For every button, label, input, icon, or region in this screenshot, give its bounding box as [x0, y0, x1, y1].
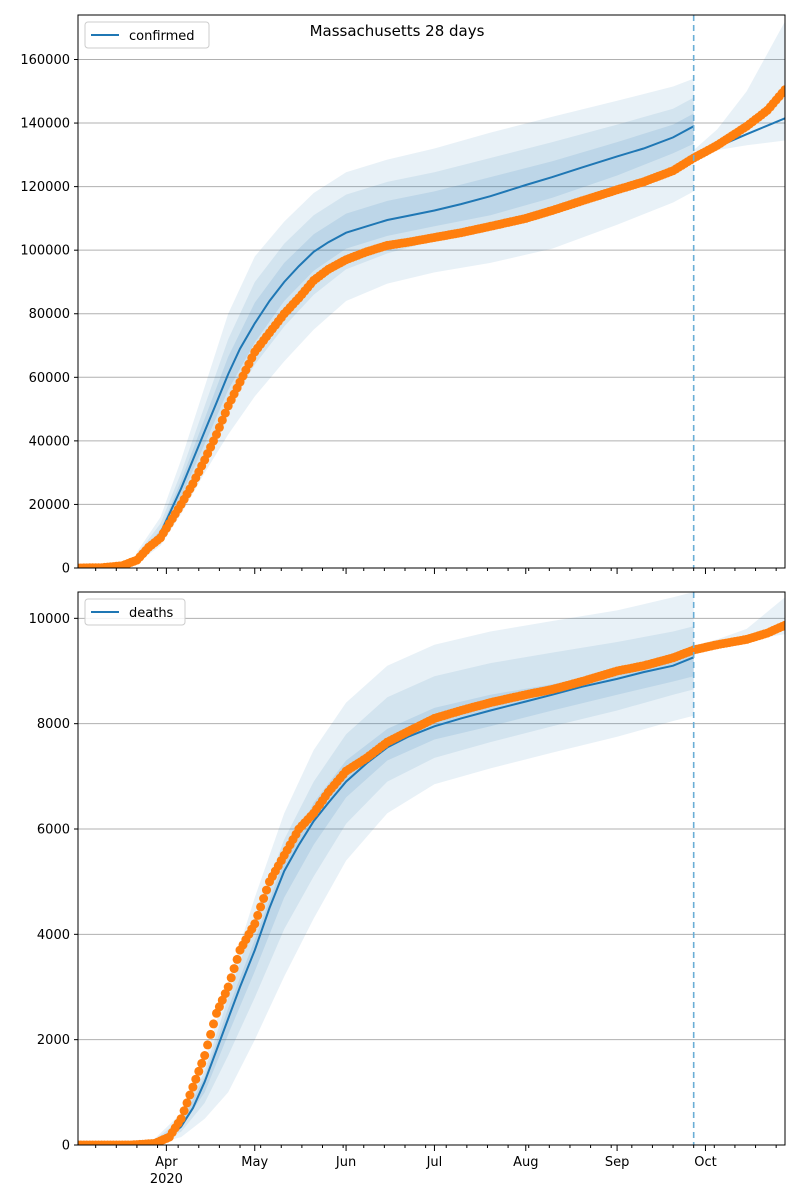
data-point — [253, 910, 263, 920]
data-point — [256, 902, 266, 912]
y-tick-label: 160000 — [20, 53, 70, 68]
data-point — [232, 954, 242, 964]
y-tick-label: 4000 — [37, 928, 70, 943]
x-tick-label-may: May — [241, 1155, 268, 1170]
data-point — [176, 1114, 186, 1124]
y-tick-label: 100000 — [20, 244, 70, 259]
data-point — [182, 1098, 192, 1108]
deaths-panel: 0 2000 4000 6000 8000 10000 deaths — [29, 591, 786, 1154]
y-tick-label: 120000 — [20, 180, 70, 195]
data-point — [229, 964, 239, 974]
x-axis: Apr May Jun Jul Aug Sep Oct 2020 — [150, 1155, 717, 1187]
data-point — [197, 1058, 207, 1068]
legend: deaths — [84, 598, 186, 626]
data-point — [212, 430, 221, 439]
data-point — [223, 982, 233, 992]
legend-box — [84, 21, 210, 49]
data-point — [191, 1074, 201, 1084]
figure-title: Massachusetts 28 days — [310, 22, 485, 40]
x-year-label: 2020 — [150, 1172, 183, 1187]
y-tick-label: 0 — [62, 1139, 70, 1154]
data-point — [250, 919, 260, 929]
confidence-band-outer — [154, 592, 694, 1144]
data-point — [780, 85, 785, 95]
axes-frame — [77, 591, 786, 1146]
data-point — [780, 620, 785, 630]
data-point — [259, 894, 269, 903]
confirmed-panel: 0 20000 40000 60000 80000 100000 120000 140000 1… — [20, 14, 786, 577]
data-point — [203, 1040, 213, 1050]
confidence-band-forecast — [693, 21, 785, 159]
data-point — [214, 422, 224, 432]
x-tick-label-jun: Jun — [335, 1155, 356, 1170]
data-point — [185, 1090, 195, 1100]
y-tick-label: 20000 — [29, 498, 70, 513]
y-tick-label: 0 — [62, 562, 70, 577]
y-tick-label: 2000 — [37, 1033, 70, 1048]
legend-label: deaths — [129, 606, 174, 621]
legend-label: confirmed — [129, 29, 195, 44]
data-point — [194, 1066, 204, 1076]
data-point — [179, 1106, 189, 1116]
x-tick-label-aug: Aug — [513, 1155, 538, 1170]
y-tick-label: 10000 — [29, 612, 70, 627]
data-point — [188, 1082, 198, 1092]
data-point — [206, 1029, 216, 1039]
y-tick-label: 8000 — [37, 717, 70, 732]
data-point — [262, 885, 271, 895]
legend: confirmed — [84, 21, 210, 49]
confidence-band-middle — [136, 97, 694, 562]
plot-area — [78, 21, 785, 568]
data-point — [226, 973, 236, 983]
confidence-band-outer — [136, 78, 694, 564]
y-tick-label: 6000 — [37, 823, 70, 838]
y-tick-label: 140000 — [20, 117, 70, 132]
data-point — [220, 408, 230, 418]
plot-area — [78, 592, 785, 1145]
legend-box — [84, 598, 186, 626]
axes-frame — [77, 14, 786, 569]
data-point — [217, 415, 227, 425]
y-tick-label: 40000 — [29, 434, 70, 449]
y-tick-label: 60000 — [29, 371, 70, 386]
x-tick-label-sep: Sep — [605, 1155, 630, 1170]
x-tick-label-apr: Apr — [155, 1155, 178, 1170]
series-line-deaths — [78, 656, 695, 1145]
data-point — [200, 1051, 210, 1060]
y-tick-label: 80000 — [29, 307, 70, 322]
data-point — [209, 1019, 218, 1029]
x-tick-label-jul: Jul — [426, 1155, 443, 1170]
confidence-band-inner — [136, 113, 694, 561]
x-tick-label-oct: Oct — [694, 1155, 716, 1170]
